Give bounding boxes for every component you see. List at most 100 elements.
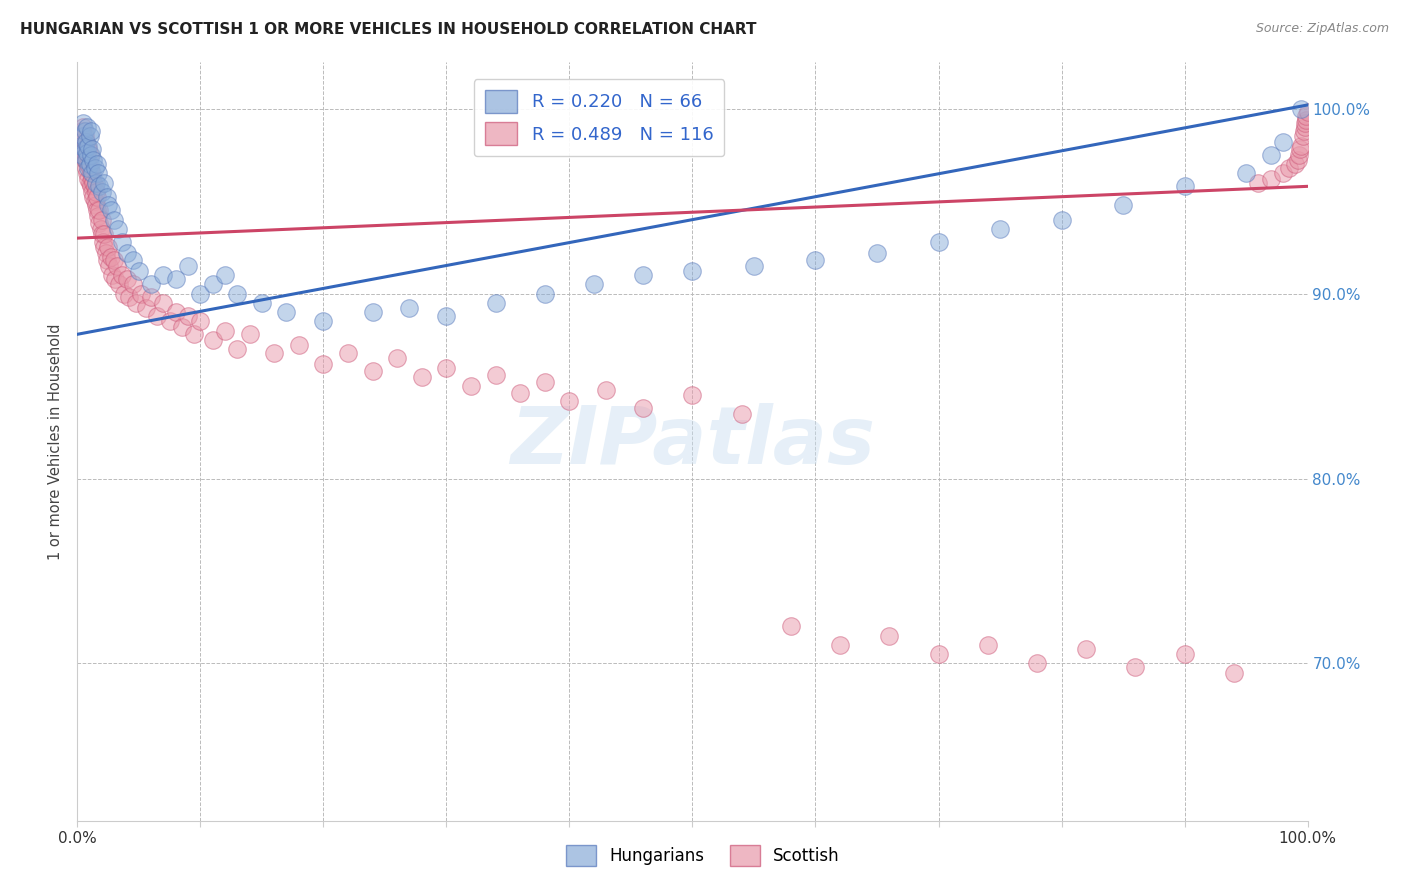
Point (77, 138, 100, 153)
Point (72, 138, 94, 153)
Point (165, 272, 187, 286)
Point (115, 272, 138, 286)
Point (1286, 153, 1309, 168)
Point (80, 179, 103, 194)
Point (1223, 665, 1246, 680)
Point (101, 268, 124, 282)
Point (398, 301, 420, 316)
Text: ZIPatlas: ZIPatlas (510, 402, 875, 481)
Point (107, 222, 129, 236)
Point (1289, 142, 1312, 156)
Point (94, 246, 117, 260)
Point (1174, 647, 1197, 661)
Point (79, 176, 101, 190)
Point (250, 296, 273, 310)
Point (1125, 660, 1147, 674)
Point (93, 240, 115, 254)
Point (1278, 161, 1301, 175)
Point (73, 124, 96, 138)
Point (866, 246, 889, 260)
Point (312, 357, 335, 371)
Point (534, 376, 557, 390)
Point (804, 253, 827, 268)
Point (177, 259, 200, 273)
Point (361, 364, 384, 378)
Point (558, 393, 581, 408)
Point (72, 148, 94, 162)
Point (146, 309, 169, 323)
Point (141, 290, 163, 304)
Point (103, 212, 125, 227)
Point (72, 129, 94, 144)
Point (90, 212, 114, 227)
Point (1284, 157, 1306, 171)
Point (879, 629, 901, 643)
Point (742, 259, 765, 273)
Point (72, 116, 94, 130)
Point (633, 268, 655, 282)
Point (1296, 105, 1319, 120)
Point (121, 253, 143, 268)
Point (1076, 641, 1098, 656)
Point (93, 176, 115, 190)
Point (89, 179, 111, 194)
Point (80, 148, 103, 162)
Point (73, 153, 96, 168)
Point (83, 161, 105, 175)
Point (188, 286, 212, 301)
Point (595, 383, 617, 397)
Point (87, 166, 110, 180)
Point (84, 185, 107, 199)
Point (509, 386, 531, 401)
Point (141, 277, 163, 292)
Point (214, 268, 236, 282)
Point (312, 314, 335, 328)
Point (534, 286, 557, 301)
Point (97, 240, 120, 254)
Point (75, 161, 97, 175)
Point (583, 277, 606, 292)
Point (385, 351, 409, 366)
Point (1026, 657, 1049, 671)
Legend: Hungarians, Scottish: Hungarians, Scottish (560, 838, 846, 873)
Point (780, 619, 803, 633)
Point (76, 153, 98, 168)
Point (830, 638, 852, 652)
Point (1260, 148, 1282, 162)
Point (73, 142, 96, 156)
Point (105, 259, 128, 273)
Text: HUNGARIAN VS SCOTTISH 1 OR MORE VEHICLES IN HOUSEHOLD CORRELATION CHART: HUNGARIAN VS SCOTTISH 1 OR MORE VEHICLES… (20, 22, 756, 37)
Point (70, 138, 93, 153)
Point (70, 148, 93, 162)
Point (80, 166, 103, 180)
Point (111, 268, 132, 282)
Point (1234, 166, 1257, 180)
Point (188, 314, 212, 328)
Point (90, 185, 114, 199)
Point (108, 277, 131, 292)
Point (633, 401, 655, 416)
Point (76, 166, 98, 180)
Point (82, 142, 104, 156)
Point (83, 179, 105, 194)
Point (77, 142, 100, 156)
Point (226, 342, 249, 356)
Point (988, 222, 1011, 236)
Point (201, 333, 224, 347)
Point (928, 647, 950, 661)
Point (1291, 138, 1313, 153)
Point (201, 277, 224, 292)
Point (80, 124, 103, 138)
Point (103, 253, 125, 268)
Point (128, 264, 150, 278)
Point (159, 314, 181, 328)
Point (165, 305, 187, 319)
Point (411, 369, 433, 384)
Point (485, 296, 508, 310)
Point (436, 309, 458, 323)
Point (84, 176, 107, 190)
Point (77, 161, 100, 175)
Point (152, 268, 174, 282)
Point (77, 157, 100, 171)
Point (100, 250, 122, 264)
